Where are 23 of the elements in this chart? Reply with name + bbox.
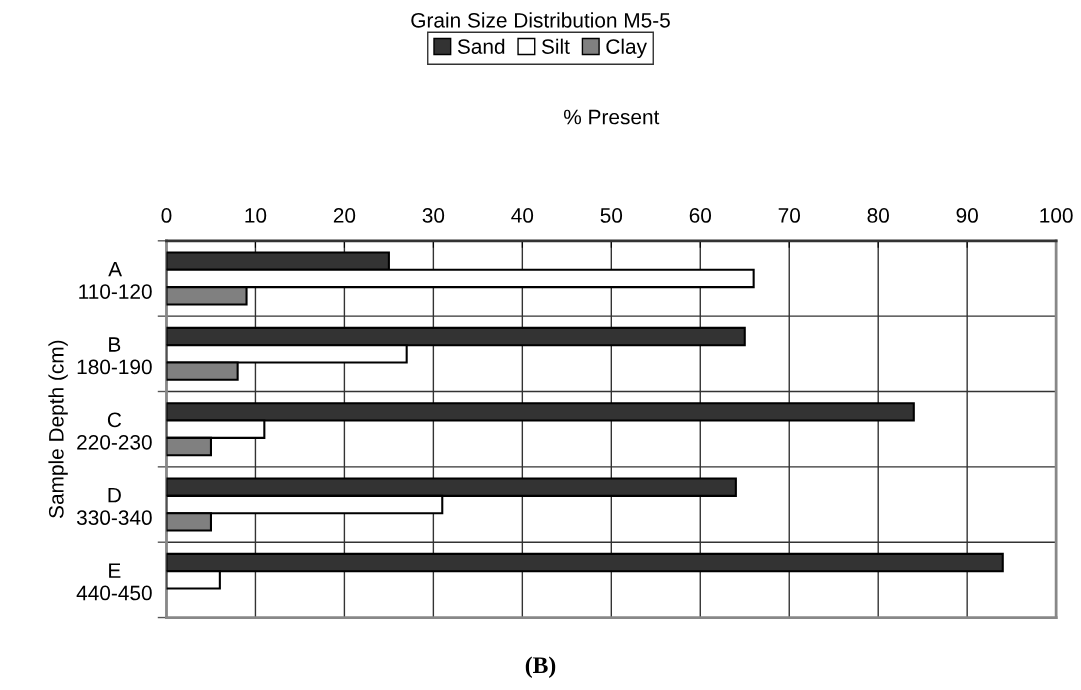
- x-tick-label: 80: [867, 208, 889, 223]
- x-axis-title: % Present: [563, 109, 660, 125]
- x-tick-label: 40: [511, 208, 534, 223]
- x-tick-label: 100: [1040, 208, 1073, 223]
- legend-label: Silt: [541, 38, 570, 54]
- x-tick-label: 10: [245, 208, 267, 223]
- x-tick-label: 70: [778, 208, 801, 223]
- x-tick-label: 20: [333, 208, 356, 223]
- x-tick-label: 0: [161, 208, 172, 223]
- x-tick-label: 50: [600, 208, 623, 223]
- x-tick-label: 60: [689, 208, 712, 223]
- text: (B): [525, 656, 556, 678]
- x-tick-label: 90: [956, 208, 978, 223]
- y-tick-label: E 440-450: [76, 563, 152, 601]
- legend-label: Clay: [606, 38, 647, 59]
- y-tick-label: C 220-230: [77, 412, 152, 450]
- legend-label: Sand: [457, 38, 505, 54]
- chart-title: Grain Size Distribution M5-5: [411, 12, 670, 28]
- x-tick-label: 30: [422, 208, 445, 223]
- y-tick-label: A 110-120: [79, 261, 152, 299]
- y-tick-label: D 330-340: [76, 488, 152, 526]
- y-tick-label: B 180-190: [77, 337, 152, 375]
- y-axis-title: Sample Depth (cm): [48, 340, 68, 518]
